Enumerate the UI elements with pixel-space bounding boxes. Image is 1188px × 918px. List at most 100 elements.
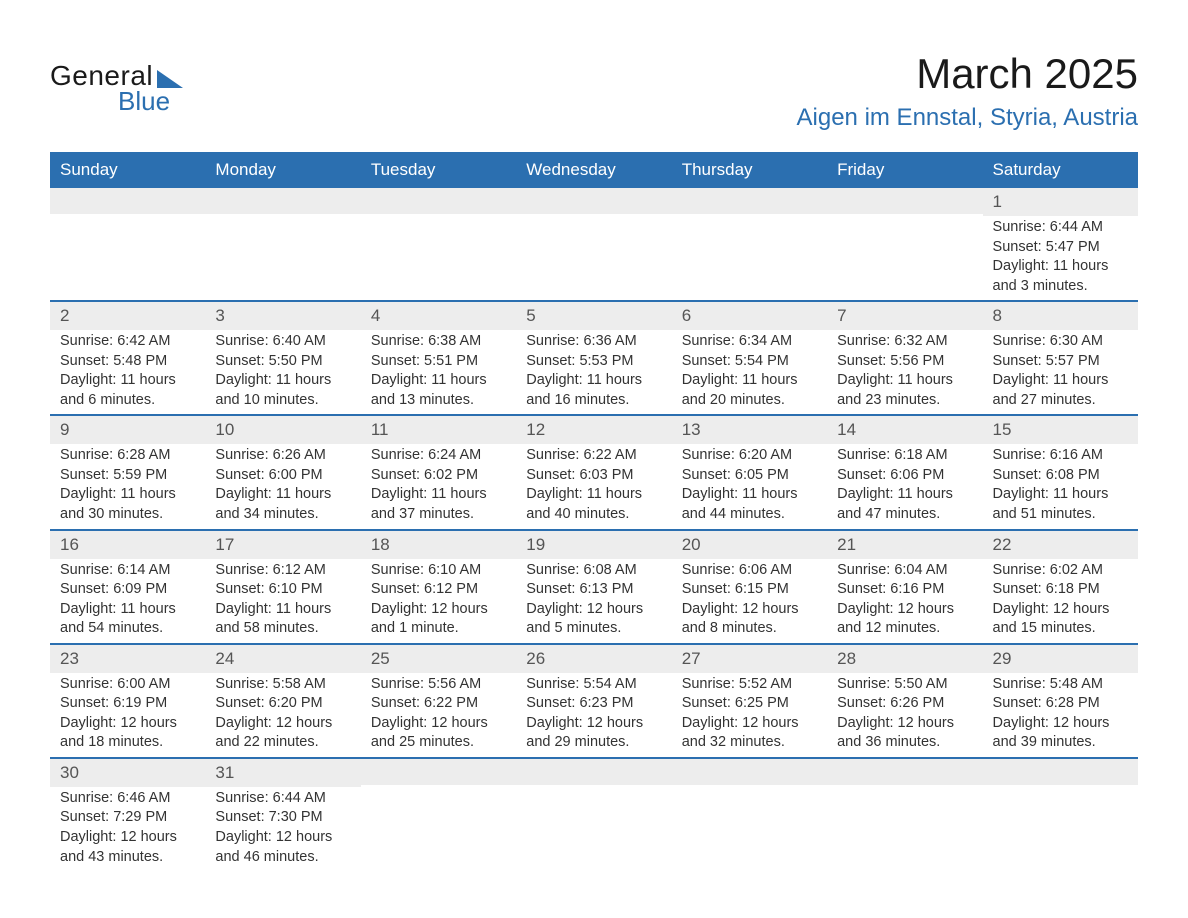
daylight-text: Daylight: 11 hours and 58 minutes. xyxy=(215,600,350,639)
day-cell: 20Sunrise: 6:06 AMSunset: 6:15 PMDayligh… xyxy=(672,531,827,643)
day-body: Sunrise: 6:40 AMSunset: 5:50 PMDaylight:… xyxy=(205,330,360,414)
sunset-text: Sunset: 6:02 PM xyxy=(371,466,506,486)
day-number xyxy=(50,188,205,214)
day-number: 3 xyxy=(205,302,360,330)
day-cell: 12Sunrise: 6:22 AMSunset: 6:03 PMDayligh… xyxy=(516,416,671,528)
day-body: Sunrise: 5:54 AMSunset: 6:23 PMDaylight:… xyxy=(516,673,671,757)
day-cell: 7Sunrise: 6:32 AMSunset: 5:56 PMDaylight… xyxy=(827,302,982,414)
sunrise-text: Sunrise: 5:48 AM xyxy=(993,675,1128,695)
day-body: Sunrise: 6:16 AMSunset: 6:08 PMDaylight:… xyxy=(983,444,1138,528)
daylight-text: Daylight: 12 hours and 1 minute. xyxy=(371,600,506,639)
daylight-text: Daylight: 11 hours and 34 minutes. xyxy=(215,485,350,524)
day-body: Sunrise: 6:12 AMSunset: 6:10 PMDaylight:… xyxy=(205,559,360,643)
day-cell xyxy=(516,188,671,300)
day-number: 11 xyxy=(361,416,516,444)
day-cell: 26Sunrise: 5:54 AMSunset: 6:23 PMDayligh… xyxy=(516,645,671,757)
day-cell: 27Sunrise: 5:52 AMSunset: 6:25 PMDayligh… xyxy=(672,645,827,757)
sunset-text: Sunset: 6:18 PM xyxy=(993,580,1128,600)
day-body: Sunrise: 6:18 AMSunset: 6:06 PMDaylight:… xyxy=(827,444,982,528)
daylight-text: Daylight: 12 hours and 36 minutes. xyxy=(837,714,972,753)
sunrise-text: Sunrise: 6:00 AM xyxy=(60,675,195,695)
sunset-text: Sunset: 6:13 PM xyxy=(526,580,661,600)
sunset-text: Sunset: 6:15 PM xyxy=(682,580,817,600)
day-cell xyxy=(983,759,1138,871)
logo: General Blue xyxy=(50,60,183,117)
daylight-text: Daylight: 11 hours and 37 minutes. xyxy=(371,485,506,524)
daylight-text: Daylight: 12 hours and 18 minutes. xyxy=(60,714,195,753)
day-body: Sunrise: 6:08 AMSunset: 6:13 PMDaylight:… xyxy=(516,559,671,643)
day-number: 4 xyxy=(361,302,516,330)
sunrise-text: Sunrise: 5:56 AM xyxy=(371,675,506,695)
day-cell: 30Sunrise: 6:46 AMSunset: 7:29 PMDayligh… xyxy=(50,759,205,871)
day-cell: 13Sunrise: 6:20 AMSunset: 6:05 PMDayligh… xyxy=(672,416,827,528)
sunrise-text: Sunrise: 6:46 AM xyxy=(60,789,195,809)
day-number: 12 xyxy=(516,416,671,444)
daylight-text: Daylight: 11 hours and 10 minutes. xyxy=(215,371,350,410)
day-number xyxy=(983,759,1138,785)
day-body xyxy=(361,785,516,791)
day-body: Sunrise: 6:28 AMSunset: 5:59 PMDaylight:… xyxy=(50,444,205,528)
day-header: Tuesday xyxy=(361,152,516,188)
daylight-text: Daylight: 11 hours and 47 minutes. xyxy=(837,485,972,524)
daylight-text: Daylight: 12 hours and 15 minutes. xyxy=(993,600,1128,639)
header: General Blue March 2025 Aigen im Ennstal… xyxy=(50,50,1138,132)
day-body: Sunrise: 5:48 AMSunset: 6:28 PMDaylight:… xyxy=(983,673,1138,757)
week-row: 2Sunrise: 6:42 AMSunset: 5:48 PMDaylight… xyxy=(50,302,1138,416)
sunrise-text: Sunrise: 6:20 AM xyxy=(682,446,817,466)
day-number: 24 xyxy=(205,645,360,673)
day-body: Sunrise: 5:50 AMSunset: 6:26 PMDaylight:… xyxy=(827,673,982,757)
day-number xyxy=(516,759,671,785)
daylight-text: Daylight: 11 hours and 30 minutes. xyxy=(60,485,195,524)
day-cell: 10Sunrise: 6:26 AMSunset: 6:00 PMDayligh… xyxy=(205,416,360,528)
day-body: Sunrise: 5:56 AMSunset: 6:22 PMDaylight:… xyxy=(361,673,516,757)
day-cell: 16Sunrise: 6:14 AMSunset: 6:09 PMDayligh… xyxy=(50,531,205,643)
day-number: 22 xyxy=(983,531,1138,559)
day-number: 28 xyxy=(827,645,982,673)
day-body: Sunrise: 6:44 AMSunset: 5:47 PMDaylight:… xyxy=(983,216,1138,300)
sunset-text: Sunset: 5:56 PM xyxy=(837,352,972,372)
weeks-container: 1Sunrise: 6:44 AMSunset: 5:47 PMDaylight… xyxy=(50,188,1138,871)
sunrise-text: Sunrise: 6:30 AM xyxy=(993,332,1128,352)
day-cell: 31Sunrise: 6:44 AMSunset: 7:30 PMDayligh… xyxy=(205,759,360,871)
month-title: March 2025 xyxy=(797,50,1138,98)
day-header-row: SundayMondayTuesdayWednesdayThursdayFrid… xyxy=(50,152,1138,188)
sunrise-text: Sunrise: 6:12 AM xyxy=(215,561,350,581)
sunset-text: Sunset: 6:06 PM xyxy=(837,466,972,486)
day-body xyxy=(205,214,360,220)
sunrise-text: Sunrise: 6:14 AM xyxy=(60,561,195,581)
daylight-text: Daylight: 11 hours and 27 minutes. xyxy=(993,371,1128,410)
sunrise-text: Sunrise: 6:40 AM xyxy=(215,332,350,352)
day-body: Sunrise: 6:02 AMSunset: 6:18 PMDaylight:… xyxy=(983,559,1138,643)
day-number: 13 xyxy=(672,416,827,444)
day-body xyxy=(516,785,671,791)
daylight-text: Daylight: 12 hours and 46 minutes. xyxy=(215,828,350,867)
day-body xyxy=(827,214,982,220)
sunset-text: Sunset: 5:53 PM xyxy=(526,352,661,372)
sunrise-text: Sunrise: 6:44 AM xyxy=(215,789,350,809)
sunrise-text: Sunrise: 6:34 AM xyxy=(682,332,817,352)
day-header: Thursday xyxy=(672,152,827,188)
daylight-text: Daylight: 12 hours and 25 minutes. xyxy=(371,714,506,753)
sunrise-text: Sunrise: 6:36 AM xyxy=(526,332,661,352)
sunset-text: Sunset: 6:26 PM xyxy=(837,694,972,714)
day-body xyxy=(516,214,671,220)
daylight-text: Daylight: 11 hours and 16 minutes. xyxy=(526,371,661,410)
day-number: 8 xyxy=(983,302,1138,330)
day-body: Sunrise: 6:20 AMSunset: 6:05 PMDaylight:… xyxy=(672,444,827,528)
day-number: 17 xyxy=(205,531,360,559)
sunset-text: Sunset: 6:25 PM xyxy=(682,694,817,714)
daylight-text: Daylight: 11 hours and 13 minutes. xyxy=(371,371,506,410)
daylight-text: Daylight: 11 hours and 23 minutes. xyxy=(837,371,972,410)
day-number: 15 xyxy=(983,416,1138,444)
day-number xyxy=(827,759,982,785)
day-body: Sunrise: 6:24 AMSunset: 6:02 PMDaylight:… xyxy=(361,444,516,528)
day-body xyxy=(827,785,982,791)
day-cell: 19Sunrise: 6:08 AMSunset: 6:13 PMDayligh… xyxy=(516,531,671,643)
logo-sub-text: Blue xyxy=(118,86,183,117)
day-cell xyxy=(50,188,205,300)
sunset-text: Sunset: 6:09 PM xyxy=(60,580,195,600)
day-number xyxy=(827,188,982,214)
day-number: 25 xyxy=(361,645,516,673)
day-cell: 9Sunrise: 6:28 AMSunset: 5:59 PMDaylight… xyxy=(50,416,205,528)
sunrise-text: Sunrise: 6:04 AM xyxy=(837,561,972,581)
